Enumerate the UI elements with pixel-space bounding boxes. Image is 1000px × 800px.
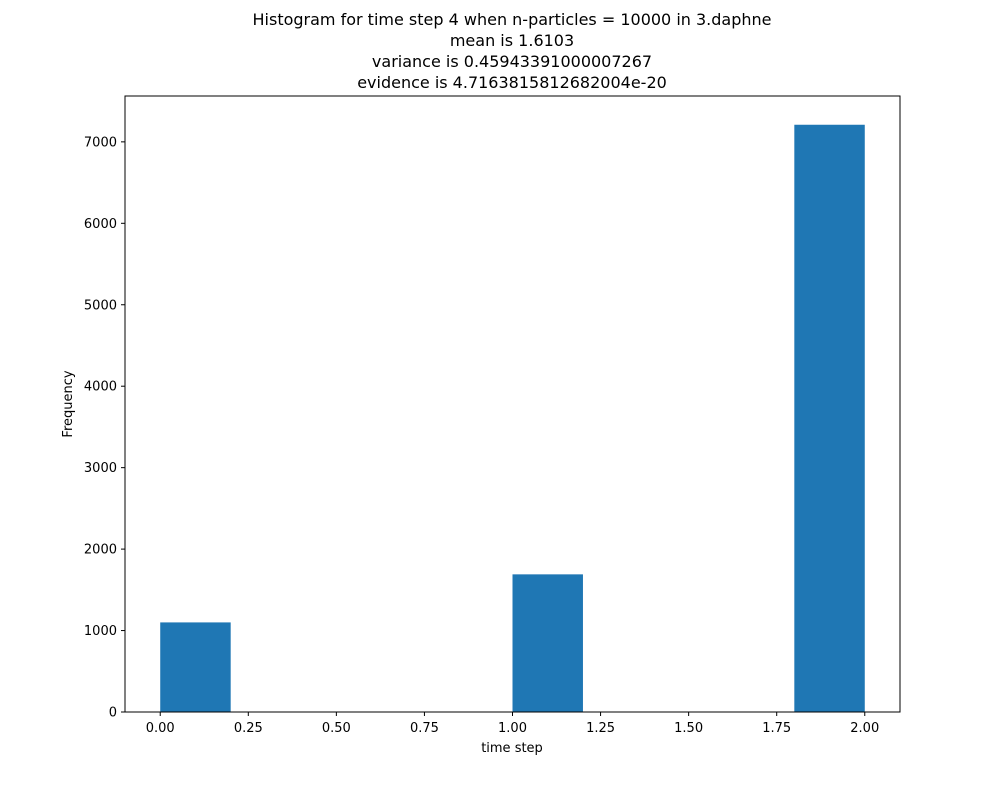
histogram-bar-0 xyxy=(160,622,231,712)
y-tick-label: 7000 xyxy=(84,135,117,150)
plot-frame xyxy=(124,95,901,713)
y-tick-label: 3000 xyxy=(84,461,117,476)
title-line-1: Histogram for time step 4 when n-particl… xyxy=(253,10,772,29)
y-tick-label: 6000 xyxy=(84,217,117,232)
x-tick-label: 1.00 xyxy=(498,721,527,736)
title-line-4: evidence is 4.7163815812682004e-20 xyxy=(357,73,667,92)
x-tick-label: 0.25 xyxy=(234,721,263,736)
title-line-2: mean is 1.6103 xyxy=(450,31,574,50)
x-axis-ticks: 0.00 0.25 0.50 0.75 1.00 1.25 1.50 1.75 2.00 xyxy=(146,712,879,736)
x-tick-label: 0.75 xyxy=(410,721,439,736)
x-tick-label: 2.00 xyxy=(850,721,879,736)
x-tick-label: 0.50 xyxy=(322,721,351,736)
x-axis-label: time step xyxy=(481,741,543,756)
histogram-bar-5 xyxy=(512,574,583,712)
x-tick-label: 0.00 xyxy=(146,721,175,736)
y-tick-label: 1000 xyxy=(84,624,117,639)
x-tick-label: 1.50 xyxy=(674,721,703,736)
y-tick-label: 4000 xyxy=(84,380,117,395)
y-tick-label: 2000 xyxy=(84,543,117,558)
histogram-bars xyxy=(160,124,865,712)
x-tick-label: 1.25 xyxy=(586,721,615,736)
y-tick-label: 5000 xyxy=(84,298,117,313)
histogram-bar-9 xyxy=(794,124,865,712)
chart-title: Histogram for time step 4 when n-particl… xyxy=(253,10,772,92)
x-tick-label: 1.75 xyxy=(762,721,791,736)
y-axis-ticks: 0 1000 2000 3000 4000 5000 6000 7000 xyxy=(84,135,125,721)
y-tick-label: 0 xyxy=(109,706,117,721)
y-axis-label: Frequency xyxy=(61,370,76,437)
title-line-3: variance is 0.45943391000007267 xyxy=(372,52,652,71)
